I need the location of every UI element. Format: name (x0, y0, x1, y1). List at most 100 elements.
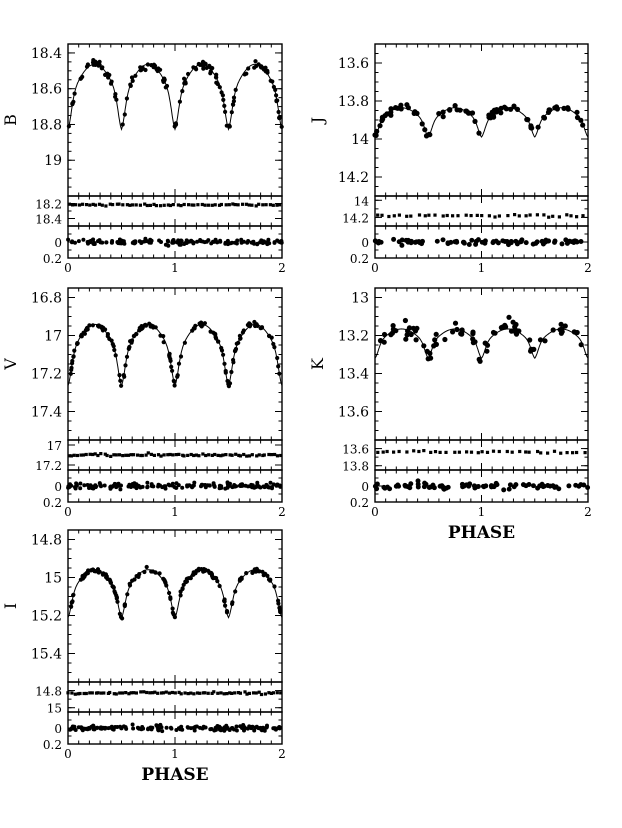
y-tick-label: 15 (47, 702, 62, 716)
comparison-point (224, 203, 228, 207)
comparison-point (451, 214, 455, 218)
comparison-point (267, 452, 271, 457)
data-point (81, 330, 86, 335)
comparison-point (216, 691, 220, 695)
data-point (202, 321, 207, 326)
data-point (170, 368, 175, 373)
comparison-point (405, 214, 409, 218)
residual-point (194, 724, 199, 729)
comparison-point (74, 203, 78, 207)
data-point (132, 577, 137, 582)
residual-point (91, 241, 96, 246)
comparison-point (456, 214, 460, 218)
comparison-point (207, 453, 211, 457)
residual-point (102, 483, 107, 488)
data-point (124, 354, 130, 359)
data-point (172, 383, 177, 388)
data-point (259, 325, 264, 330)
comparison-point (264, 203, 268, 207)
residual-point (202, 725, 207, 730)
comparison-point (206, 203, 211, 207)
data-point (169, 364, 174, 369)
data-point (487, 115, 494, 121)
residual-point (277, 239, 282, 244)
residual-point (526, 482, 532, 487)
comparison-point (134, 203, 138, 207)
data-point (528, 346, 534, 352)
comparison-point (565, 451, 569, 455)
residual-point (91, 723, 96, 728)
comparison-point (192, 203, 196, 207)
comparison-point (164, 690, 168, 694)
comparison-point (409, 214, 413, 218)
residual-point (265, 242, 270, 247)
data-point (410, 325, 417, 331)
comparison-point (238, 454, 242, 458)
residual-point (164, 725, 169, 730)
data-point (114, 595, 119, 600)
data-point (220, 93, 225, 98)
data-point (172, 379, 177, 384)
comparison-point (262, 453, 266, 457)
data-point (123, 363, 128, 368)
comparison-point (230, 691, 234, 695)
data-point (244, 571, 249, 576)
data-point (186, 71, 191, 77)
data-point (433, 331, 439, 337)
comparison-point (112, 453, 116, 457)
data-point (142, 569, 147, 575)
data-point (263, 571, 268, 577)
data-point (498, 110, 504, 116)
data-point (535, 124, 541, 130)
comparison-point (536, 449, 540, 454)
x-tick-label: 2 (278, 505, 286, 519)
y-tick-label: 0.2 (350, 252, 369, 266)
data-point (276, 109, 281, 115)
comparison-point (161, 691, 165, 695)
y-tick-label: 19 (44, 153, 62, 169)
comparison-point (148, 691, 152, 695)
data-point (72, 348, 77, 353)
data-point (431, 343, 437, 349)
residual-point (578, 239, 584, 244)
y-tick-label: 15 (44, 571, 62, 587)
comparison-point (392, 450, 396, 454)
residual-point (273, 727, 278, 732)
data-point (138, 65, 143, 70)
data-point (85, 62, 90, 67)
comparison-point (93, 452, 97, 456)
data-point (558, 321, 564, 327)
residual-point (104, 240, 109, 245)
residual-point (466, 242, 472, 247)
residual-point (552, 239, 557, 245)
comparison-point (217, 203, 222, 207)
residual-point (506, 486, 512, 492)
comparison-point (136, 453, 140, 457)
comparison-point (243, 690, 247, 694)
residual-point (545, 238, 551, 244)
data-point (277, 371, 282, 376)
residual-point (251, 239, 256, 244)
residual-point (234, 241, 239, 246)
data-point (156, 66, 161, 71)
residual-point (98, 725, 103, 730)
data-point (149, 569, 154, 574)
comparison-point (417, 449, 421, 454)
comparison-point (124, 453, 128, 457)
residual-point (83, 726, 88, 731)
residual-point (445, 484, 451, 490)
residual-point (472, 484, 478, 489)
data-point (403, 336, 409, 342)
y-tick-label: 0 (54, 480, 62, 494)
comparison-point (132, 691, 136, 695)
data-point (452, 320, 459, 326)
data-point (131, 334, 136, 339)
comparison-point (219, 202, 223, 207)
data-point (119, 383, 124, 388)
data-point (263, 65, 268, 70)
comparison-point (269, 453, 273, 457)
comparison-point (244, 202, 249, 206)
data-point (250, 570, 255, 576)
x-tick-label: 2 (584, 261, 592, 275)
